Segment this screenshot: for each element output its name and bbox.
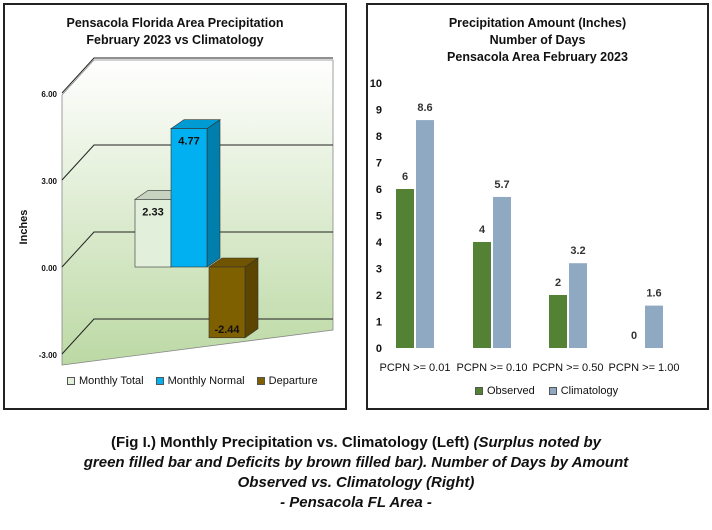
bar-front-monthly-normal bbox=[170, 128, 208, 268]
value-label-observed-3: 2 bbox=[555, 277, 561, 289]
value-label-monthly-normal: 4.77 bbox=[178, 136, 199, 148]
bar-observed-2 bbox=[473, 242, 491, 348]
bar-monthly-normal: 4.77 bbox=[170, 119, 221, 268]
right-y-tick-label: 0 bbox=[376, 343, 382, 355]
value-label-climatology-1: 8.6 bbox=[417, 102, 432, 114]
legend-swatch-climatology bbox=[548, 387, 557, 395]
caption-line-4: - Pensacola FL Area - bbox=[280, 494, 432, 511]
legend-label-observed: Observed bbox=[487, 385, 535, 397]
caption-line-1-italic: (Surplus noted by bbox=[473, 434, 602, 451]
legend-label-monthly-total: Monthly Total bbox=[79, 375, 144, 387]
legend-label-monthly-normal: Monthly Normal bbox=[167, 375, 245, 387]
right-y-tick-label: 10 bbox=[370, 78, 382, 90]
right-y-tick-label: 6 bbox=[376, 184, 382, 196]
value-label-climatology-2: 5.7 bbox=[494, 179, 509, 191]
bar-climatology-4 bbox=[645, 305, 663, 348]
bar-climatology-1 bbox=[416, 120, 434, 348]
value-label-observed-2: 4 bbox=[479, 224, 486, 236]
legend-swatch-departure bbox=[256, 377, 265, 385]
right-legend: Observed Climatology bbox=[475, 385, 618, 397]
left-chart-title-line2: February 2023 vs Climatology bbox=[86, 33, 264, 47]
value-label-observed-1: 6 bbox=[402, 171, 408, 183]
legend-label-climatology: Climatology bbox=[560, 385, 619, 397]
bar-departure: -2.44 bbox=[208, 257, 259, 339]
left-chart-plot: 6.00 3.00 0.00 -3.00 2.33 4.77 -2.44 Inches bbox=[18, 57, 334, 366]
right-y-tick-label: 5 bbox=[376, 211, 382, 223]
bar-climatology-2 bbox=[493, 196, 511, 348]
value-label-departure: -2.44 bbox=[214, 324, 240, 336]
left-gridline bbox=[61, 144, 333, 181]
bar-front-monthly-total bbox=[134, 199, 172, 268]
right-chart-title-line2: Number of Days bbox=[489, 33, 586, 47]
bar-side-monthly-normal bbox=[206, 119, 221, 268]
right-y-tick-label: 3 bbox=[376, 264, 382, 276]
legend-swatch-monthly-total bbox=[67, 377, 75, 385]
caption-line-1: (Fig I.) Monthly Precipitation vs. Clima… bbox=[0, 433, 712, 453]
bar-climatology-3 bbox=[569, 263, 587, 348]
value-label-climatology-3: 3.2 bbox=[570, 245, 585, 257]
figure-caption: (Fig I.) Monthly Precipitation vs. Clima… bbox=[0, 433, 712, 513]
legend-label-departure: Departure bbox=[268, 375, 318, 387]
left-y-tick-label: 0.00 bbox=[41, 264, 57, 273]
bar-front-departure bbox=[208, 266, 246, 339]
caption-line-2: green filled bar and Deficits by brown f… bbox=[83, 454, 629, 471]
value-label-climatology-4: 1.6 bbox=[646, 288, 661, 300]
value-label-monthly-total: 2.33 bbox=[142, 206, 163, 218]
right-x-tick-label: PCPN >= 0.50 bbox=[533, 362, 604, 374]
caption-line-3: Observed vs. Climatology (Right) bbox=[237, 474, 475, 491]
right-y-tick-label: 1 bbox=[376, 317, 382, 329]
bar-side-departure bbox=[244, 257, 259, 339]
left-y-tick-label: -3.00 bbox=[39, 351, 58, 360]
left-y-tick-label: 6.00 bbox=[41, 90, 57, 99]
legend-swatch-observed bbox=[475, 387, 483, 395]
right-x-tick-label: PCPN >= 0.01 bbox=[380, 362, 451, 374]
left-gridline bbox=[61, 231, 333, 268]
right-y-tick-label: 8 bbox=[376, 131, 382, 143]
right-x-tick-label: PCPN >= 1.00 bbox=[609, 362, 680, 374]
right-x-tick-label: PCPN >= 0.10 bbox=[457, 362, 528, 374]
right-chart-panel: Precipitation Amount (Inches) Number of … bbox=[366, 3, 709, 410]
bar-observed-1 bbox=[396, 189, 414, 348]
right-chart-title-line3: Pensacola Area February 2023 bbox=[447, 50, 628, 64]
left-chart-panel: Pensacola Florida Area Precipitation Feb… bbox=[3, 3, 347, 410]
right-y-tick-label: 2 bbox=[376, 290, 382, 302]
bar-observed-3 bbox=[549, 295, 567, 348]
left-legend: Monthly Total Monthly Normal Departure bbox=[67, 375, 318, 387]
right-y-tick-label: 4 bbox=[376, 237, 383, 249]
right-y-tick-label: 7 bbox=[376, 158, 382, 170]
right-chart-title-line1: Precipitation Amount (Inches) bbox=[448, 16, 627, 30]
left-gridline bbox=[61, 57, 333, 94]
left-chart-title-line1: Pensacola Florida Area Precipitation bbox=[66, 16, 284, 30]
left-y-axis-label: Inches bbox=[18, 210, 30, 245]
legend-swatch-monthly-normal bbox=[155, 377, 164, 385]
caption-line-1-text: (Fig I.) Monthly Precipitation vs. Clima… bbox=[110, 434, 474, 451]
left-y-tick-label: 3.00 bbox=[41, 177, 57, 186]
right-y-tick-label: 9 bbox=[376, 105, 382, 117]
value-label-observed-4: 0 bbox=[631, 330, 637, 342]
